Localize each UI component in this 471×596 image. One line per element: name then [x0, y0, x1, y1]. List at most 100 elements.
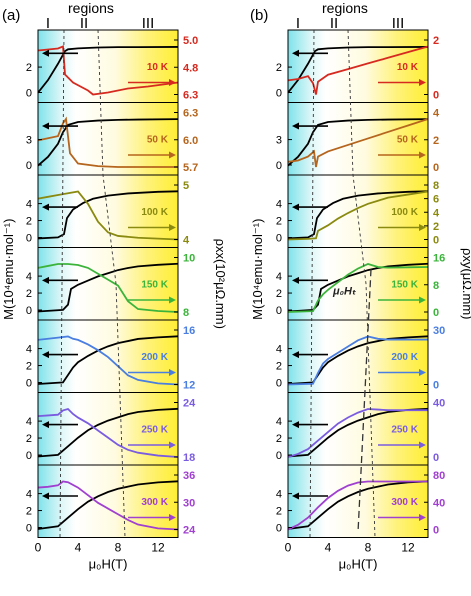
x-tick-label: 12	[151, 541, 165, 555]
regions-title: regions	[68, 0, 114, 16]
row-150k: 150 K 0 2 4 10 8	[26, 247, 195, 321]
right-tick-label: 16	[433, 253, 445, 265]
row-frame	[287, 464, 429, 538]
left-tick-label: 2	[26, 361, 32, 373]
right-axis-arrowhead	[419, 296, 426, 304]
right-axis-arrowhead	[419, 369, 426, 376]
right-tick-label: 10	[183, 253, 195, 265]
resistivity-line	[287, 45, 429, 95]
left-tick-label: 4	[26, 199, 32, 211]
left-tick-label: 2	[276, 506, 282, 518]
magnetization-line	[37, 407, 179, 458]
panel-label: (a)	[2, 7, 20, 24]
right-tick-label: 5.7	[183, 162, 198, 174]
resistivity-line	[37, 45, 179, 96]
left-axis-arrowhead	[42, 49, 49, 57]
right-axis-arrowhead	[419, 79, 426, 86]
left-axis-arrowhead	[42, 421, 49, 429]
right-tick-label: 5.0	[183, 35, 198, 47]
magnetization-line	[287, 46, 429, 94]
resistivity-line	[287, 118, 429, 168]
temperature-label: 50 K	[397, 134, 419, 145]
right-tick-label: 18	[183, 452, 195, 464]
right-tick-label: 24	[183, 525, 196, 537]
right-axis-arrowhead	[169, 369, 176, 376]
right-axis-label: ρxx(10²μΩ.mm)	[213, 239, 228, 329]
temperature-label: 300 K	[391, 497, 418, 508]
magnetization-line	[287, 262, 429, 313]
left-tick-label: 4	[276, 416, 282, 428]
left-tick-label: 0	[276, 523, 282, 535]
right-tick-label: 4	[433, 207, 440, 219]
left-tick-label: 2	[276, 433, 282, 445]
row-200k: 200 K 0 2 4 30 0	[276, 319, 445, 393]
temperature-label: 100 K	[391, 207, 418, 218]
right-tick-label: 30	[433, 325, 445, 337]
left-tick-label: 2	[276, 288, 282, 300]
temperature-label: 200 K	[141, 352, 168, 363]
left-tick-label: 3	[26, 135, 32, 147]
temperature-label: 50 K	[147, 134, 169, 145]
x-tick-label: 8	[365, 541, 372, 555]
left-tick-label: 0	[26, 450, 32, 462]
left-tick-label: 0	[276, 378, 282, 390]
x-axis-label: μ₀H(T)	[89, 557, 128, 572]
row-250k: 250 K 0 2 4 40 0	[276, 392, 445, 466]
left-axis-label: M(10⁴emu·mol⁻¹)	[1, 219, 16, 320]
right-axis-arrowhead	[419, 151, 426, 159]
left-tick-label: 0	[26, 378, 32, 390]
region-label: I	[296, 15, 300, 32]
right-tick-label: 8	[433, 280, 439, 292]
x-tick-label: 0	[35, 541, 42, 555]
left-tick-label: 4	[276, 199, 282, 211]
magnetization-line	[37, 118, 179, 167]
resistivity-line	[37, 190, 179, 241]
resistivity-line	[287, 480, 428, 531]
left-tick-label: 2	[276, 216, 282, 228]
left-axis-arrowhead	[292, 351, 299, 359]
right-axis-arrowhead	[169, 514, 176, 521]
left-tick-label: 2	[26, 62, 32, 74]
left-tick-label: 4	[26, 489, 32, 501]
left-tick-label: 4	[26, 416, 32, 428]
right-tick-label: 2	[433, 221, 439, 233]
left-tick-label: 0	[276, 450, 282, 462]
right-tick-label: 40	[433, 398, 445, 410]
temperature-label: 250 K	[391, 424, 418, 435]
left-tick-label: 2	[26, 216, 32, 228]
left-axis-arrowhead	[292, 421, 299, 429]
magnetization-line	[37, 46, 179, 94]
resistivity-line	[287, 335, 428, 386]
row-50k: 50 K 0 3 4 2 0	[276, 102, 440, 176]
magnetization-line	[287, 118, 429, 167]
x-tick-label: 4	[75, 541, 82, 555]
resistivity-line	[37, 263, 179, 313]
left-axis-arrowhead	[292, 203, 299, 211]
panel-label: (b)	[250, 7, 268, 24]
right-axis-arrowhead	[169, 296, 176, 304]
regions-title: regions	[322, 0, 368, 16]
row-300k: 300 K 0 2 4 80 40 0	[276, 464, 445, 538]
resistivity-line	[37, 407, 179, 458]
temperature-label: 10 K	[397, 62, 419, 73]
x-tick-label: 0	[285, 541, 292, 555]
temperature-label: 300 K	[141, 497, 168, 508]
left-axis-arrowhead	[42, 203, 49, 211]
right-tick-label: 30	[183, 497, 195, 509]
right-axis-arrowhead	[419, 514, 426, 521]
left-tick-label: 0	[26, 233, 32, 245]
region-label: I	[46, 15, 50, 32]
left-tick-label: 4	[26, 271, 32, 283]
left-tick-label: 4	[276, 271, 282, 283]
left-tick-label: 2	[276, 361, 282, 373]
temperature-label: 250 K	[141, 424, 168, 435]
left-tick-label: 4	[276, 489, 282, 501]
right-axis-arrowhead	[169, 79, 176, 86]
right-tick-label: 4	[183, 235, 190, 247]
x-tick-label: 4	[325, 541, 332, 555]
